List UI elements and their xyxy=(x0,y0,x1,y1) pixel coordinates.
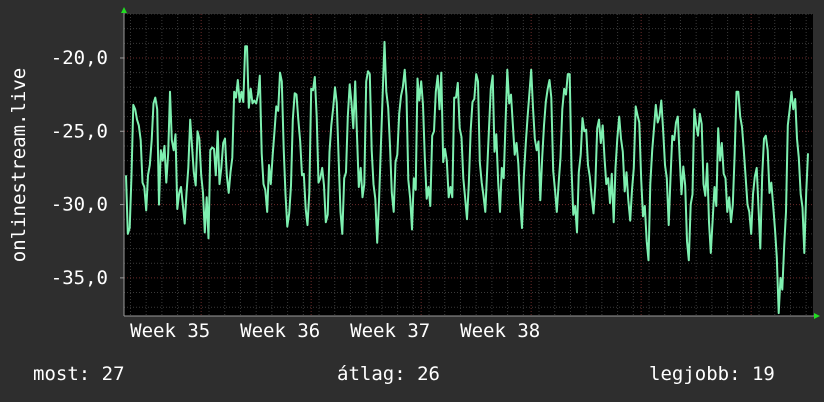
series-line-group xyxy=(125,40,809,315)
stat-now: most: 27 xyxy=(33,363,125,385)
stat-average-value: 26 xyxy=(417,363,440,385)
y-tick-label: -35,0 xyxy=(51,267,108,289)
stat-now-value: 27 xyxy=(101,363,125,385)
y-axis-arrow-icon xyxy=(121,7,127,13)
x-tick-label: Week 36 xyxy=(240,320,320,342)
stat-best: legjobb: 19 xyxy=(649,363,775,385)
y-tick-label: -25,0 xyxy=(51,120,108,142)
y-tick-label: -30,0 xyxy=(51,194,108,216)
series-line xyxy=(125,40,809,315)
stat-best-label: legjobb: xyxy=(649,363,741,385)
stat-average: átlag: 26 xyxy=(337,363,440,385)
y-axis-title: onlinestream.live xyxy=(8,68,30,262)
stat-best-value: 19 xyxy=(751,363,775,385)
x-axis-arrow-icon xyxy=(814,313,820,319)
x-tick-labels: Week 35 Week 36 Week 37 Week 38 xyxy=(130,320,540,342)
stat-now-label: most: xyxy=(33,363,91,385)
y-tick-label: -20,0 xyxy=(51,47,108,69)
x-tick-label: Week 38 xyxy=(460,320,540,342)
stat-average-label: átlag: xyxy=(337,363,406,385)
x-tick-label: Week 35 xyxy=(130,320,210,342)
axes xyxy=(121,7,820,319)
y-tick-labels: -20,0 -25,0 -30,0 -35,0 xyxy=(51,47,108,289)
x-tick-label: Week 37 xyxy=(350,320,430,342)
